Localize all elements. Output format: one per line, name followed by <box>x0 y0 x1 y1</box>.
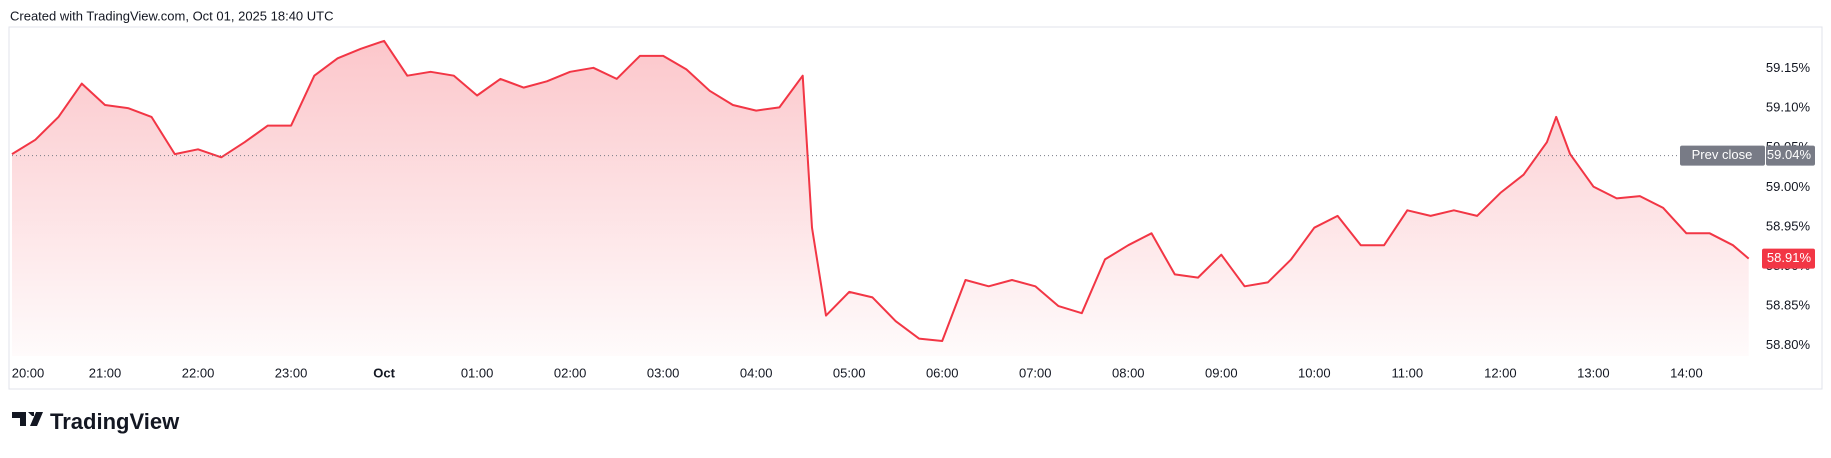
price-line <box>11 39 1750 342</box>
header: Created with TradingView.com, Oct 01, 20… <box>10 8 333 23</box>
x-tick-label: 07:00 <box>1019 365 1052 380</box>
x-tick-label: 11:00 <box>1392 365 1424 380</box>
last-value-label: 58.91% <box>1767 250 1812 265</box>
logo: TradingView <box>12 409 180 434</box>
x-tick-label: 10:00 <box>1298 365 1331 380</box>
y-tick-label: 59.00% <box>1766 179 1811 194</box>
x-tick-label: 12:00 <box>1484 365 1517 380</box>
area-fill <box>12 40 1749 357</box>
x-tick-label: 09:00 <box>1205 365 1238 380</box>
chart-frame <box>8 26 1823 390</box>
prev-close-label: Prev close <box>1692 147 1753 162</box>
x-tick-label: 22:00 <box>182 365 215 380</box>
y-tick-label: 58.80% <box>1766 337 1811 352</box>
x-tick-label: 03:00 <box>647 365 680 380</box>
x-tick-label: 08:00 <box>1112 365 1145 380</box>
x-tick-label: Oct <box>373 365 395 380</box>
last-value-tag <box>1762 248 1815 269</box>
prev-close-value-tag <box>1766 145 1815 166</box>
x-tick-label: 02:00 <box>554 365 587 380</box>
x-tick-label: 04:00 <box>740 365 773 380</box>
y-tick-label: 59.15% <box>1766 60 1811 75</box>
y-tick-label: 58.85% <box>1766 298 1811 313</box>
y-tick-label: 58.95% <box>1766 218 1811 233</box>
x-tick-label: 05:00 <box>833 365 866 380</box>
x-tick-label: 14:00 <box>1670 365 1703 380</box>
y-tick-label: 59.10% <box>1766 100 1811 115</box>
x-tick-label: 01:00 <box>461 365 494 380</box>
x-tick-label: 23:00 <box>275 365 308 380</box>
prev-close-tag <box>1680 145 1765 166</box>
footer-logo: TradingView <box>50 409 180 434</box>
x-tick-label: 20:00 <box>12 365 45 380</box>
prev-close-value: 59.04% <box>1767 147 1812 162</box>
x-tick-label: 21:00 <box>89 365 122 380</box>
x-tick-label: 06:00 <box>926 365 959 380</box>
x-tick-label: 13:00 <box>1577 365 1610 380</box>
